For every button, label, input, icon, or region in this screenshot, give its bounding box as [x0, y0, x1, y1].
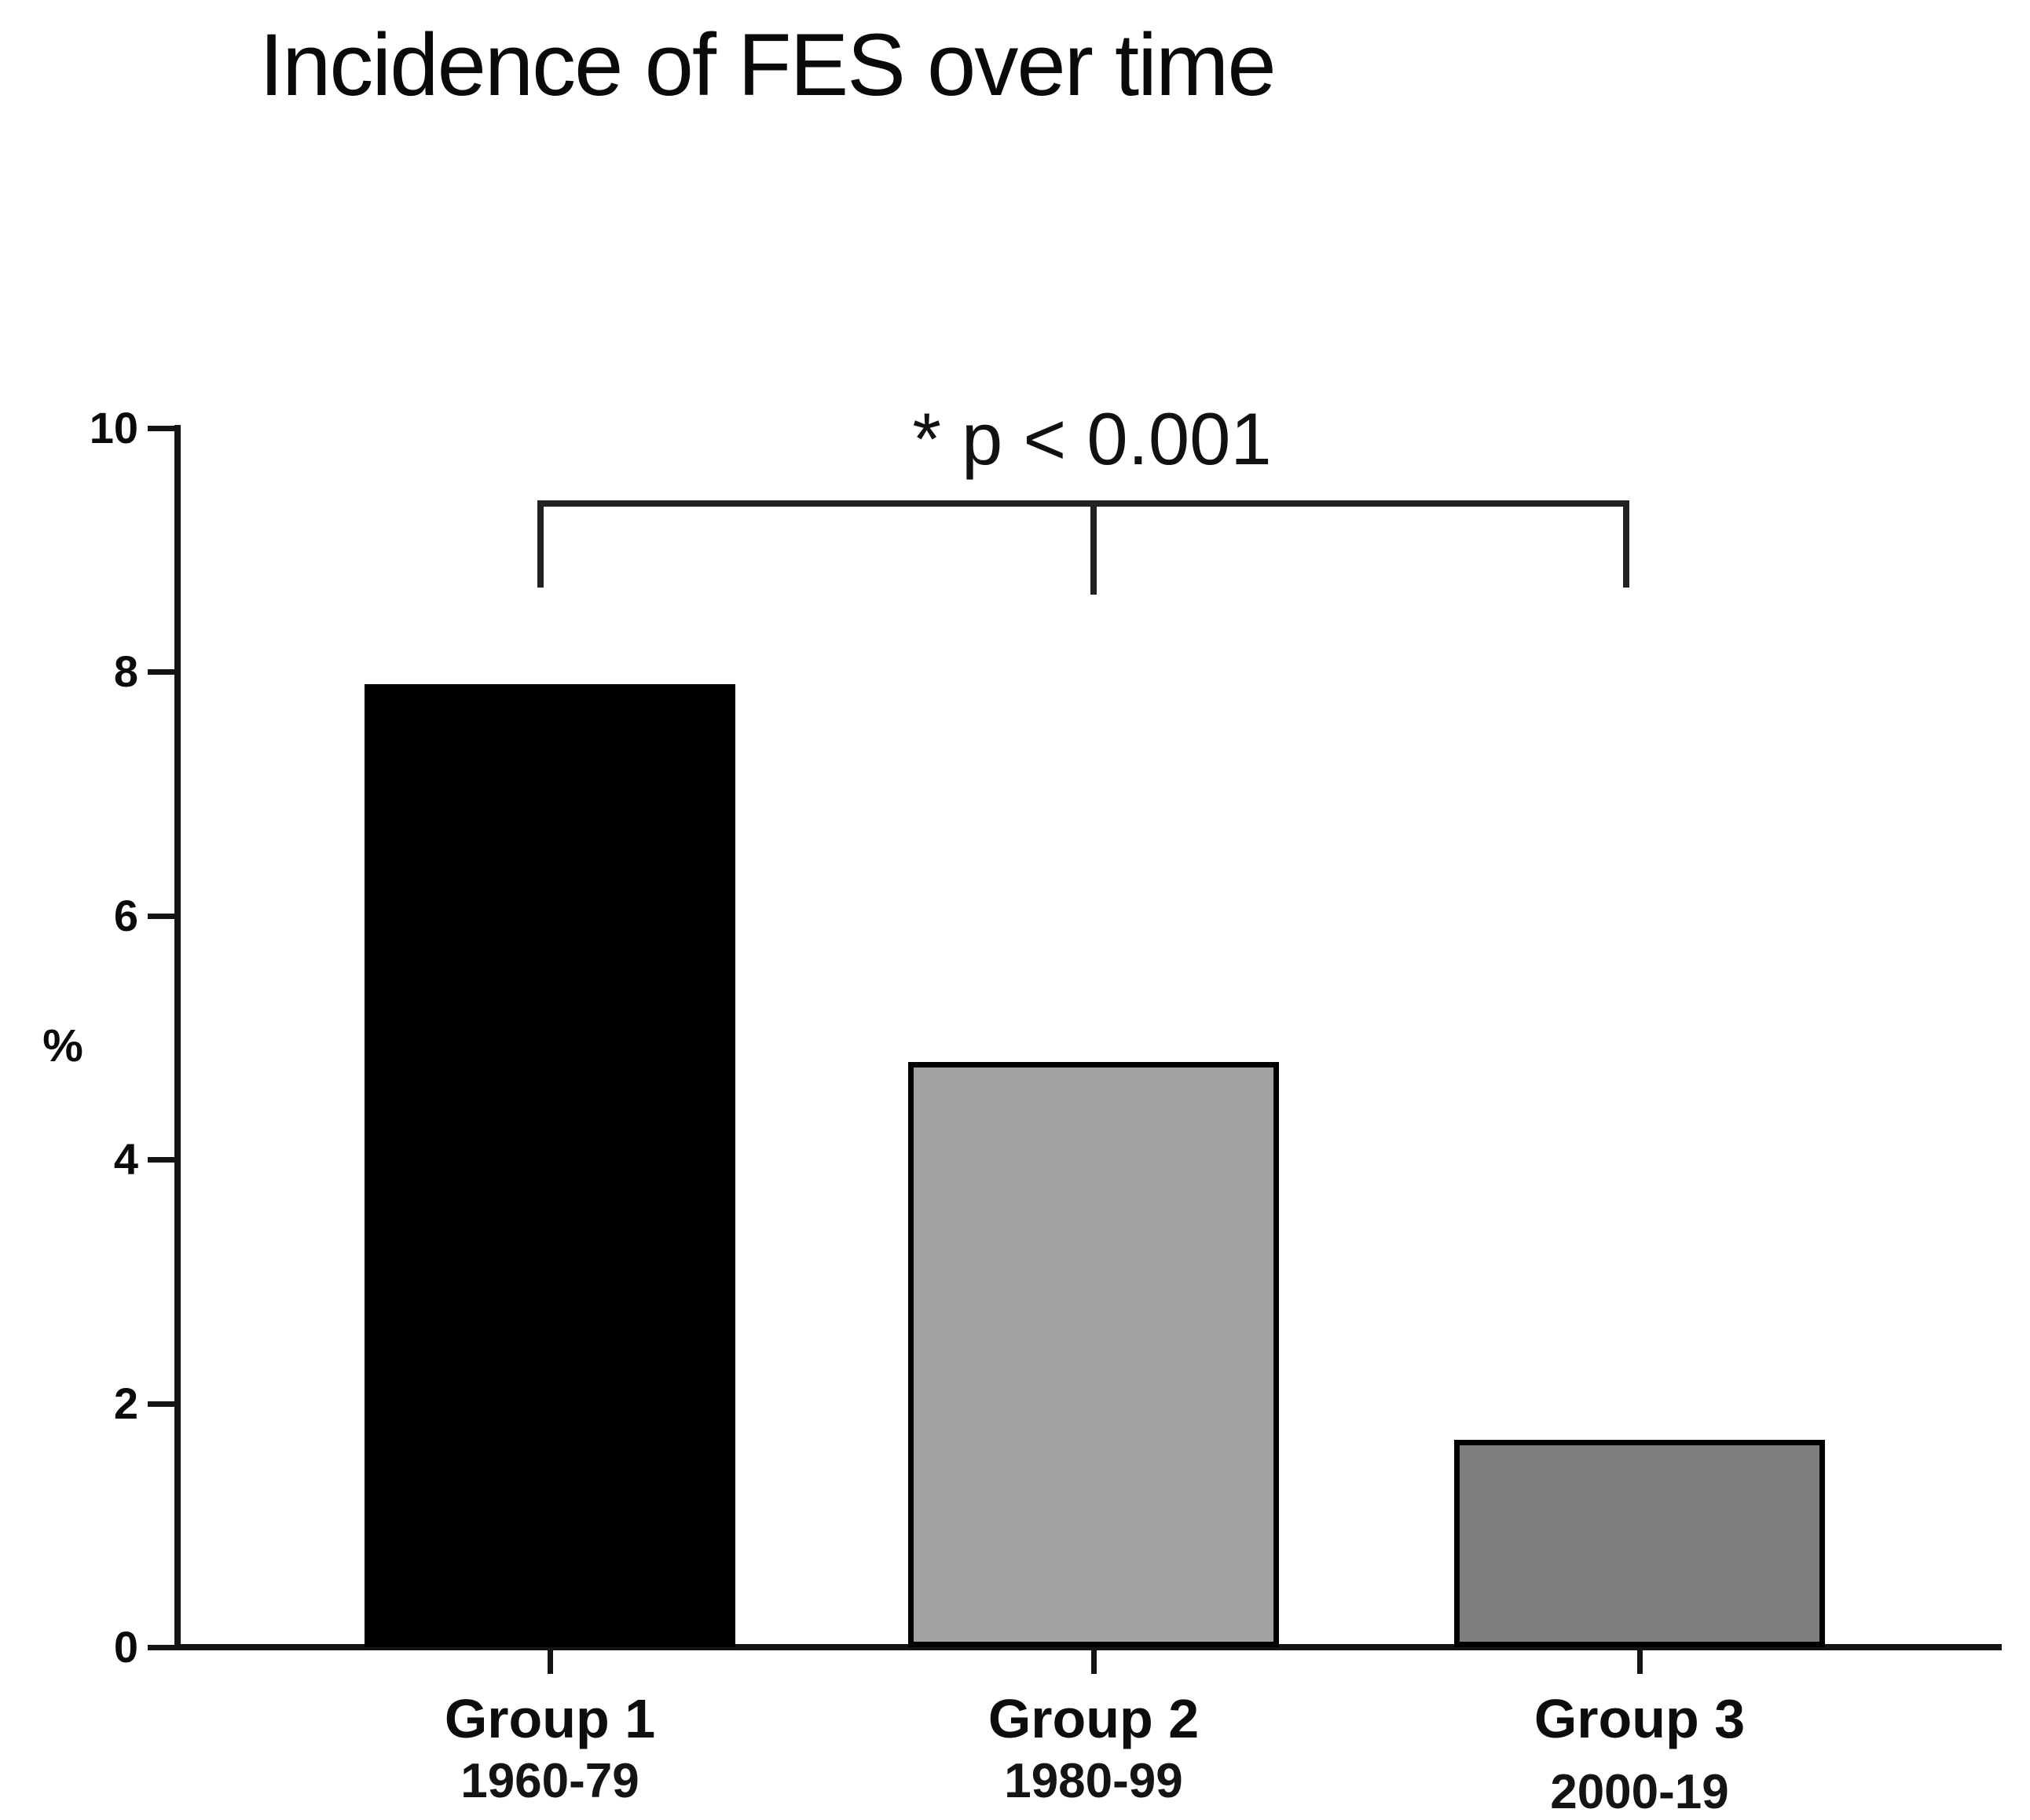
x-axis-tick: [548, 1650, 553, 1674]
y-axis-tick: [148, 669, 179, 676]
x-axis-tick: [1091, 1650, 1097, 1674]
y-tick-label: 2: [113, 1378, 138, 1428]
bar-group2: [908, 1062, 1279, 1647]
y-axis-tick: [148, 913, 179, 919]
chart-title: Incidence of FES over time: [259, 16, 1277, 114]
y-axis-line: [174, 425, 181, 1647]
x-axis-tick: [1637, 1650, 1643, 1674]
y-tick-label: 6: [113, 890, 138, 940]
y-axis-tick: [148, 1645, 179, 1650]
category-sublabel: 1960-79: [460, 1754, 639, 1808]
category-label: Group 3: [1533, 1688, 1746, 1749]
significance-bracket-midtick: [1090, 500, 1097, 595]
y-tick-label: 4: [113, 1134, 138, 1185]
category-label: Group 2: [988, 1688, 1200, 1749]
x-axis-line: [174, 1644, 2002, 1650]
y-axis-tick: [148, 1401, 179, 1407]
y-tick-label: 8: [113, 646, 138, 697]
y-axis-tick: [148, 426, 179, 431]
y-axis-tick: [148, 1157, 179, 1163]
y-tick-label: 0: [113, 1622, 138, 1672]
significance-bracket: [537, 500, 1629, 588]
bar-group3: [1454, 1440, 1825, 1647]
category-label: Group 1: [444, 1688, 656, 1749]
category-sublabel: 2000-19: [1550, 1765, 1729, 1819]
y-axis-label: %: [42, 1020, 83, 1071]
y-tick-label: 10: [89, 403, 138, 452]
bar-group1: [365, 683, 735, 1647]
significance-label: * p < 0.001: [912, 397, 1272, 480]
category-sublabel: 1980-99: [1004, 1754, 1183, 1808]
